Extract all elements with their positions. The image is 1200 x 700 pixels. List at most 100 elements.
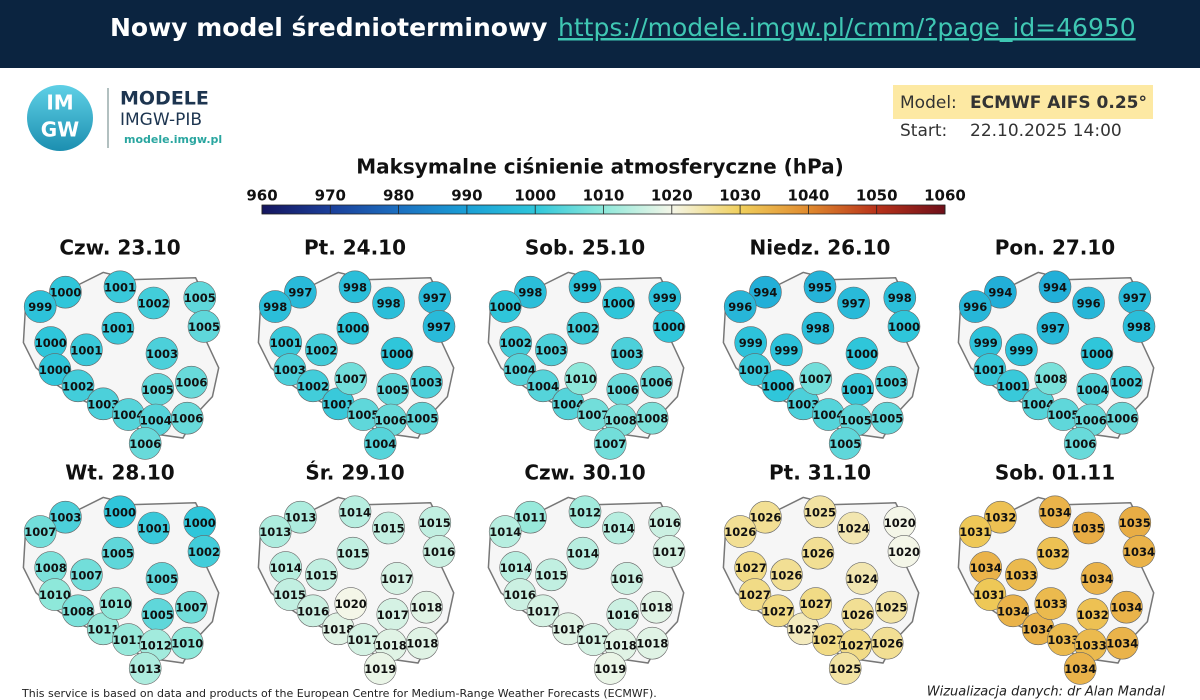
station-value: 1025 [829,662,861,676]
station-marker [284,500,317,534]
logo-site: modele.imgw.pl [124,133,222,146]
station-value: 1034 [1039,505,1071,519]
station-marker [1110,590,1143,624]
station-marker [49,500,82,534]
station-value: 1015 [373,522,405,536]
station-marker [803,495,837,529]
station-value: 1002 [305,343,337,357]
station-value: 1025 [804,505,836,519]
footer-author: Wizualizacja danych: dr Alan Mandal [927,685,1166,700]
station-marker [488,515,522,548]
station-value: 998 [263,300,287,314]
station-marker [296,369,330,403]
station-value: 1010 [171,637,203,651]
station-value: 1015 [305,568,337,582]
station-value: 1000 [653,320,685,334]
station-value: 1002 [62,379,94,393]
station-value: 1027 [739,588,771,602]
station-value: 1027 [840,639,872,653]
station-value: 1023 [787,622,819,636]
map-title: Czw. 23.10 [59,236,180,260]
map-title: Czw. 30.10 [524,461,645,485]
station-marker [1005,558,1038,592]
station-marker [870,401,904,435]
station-marker [837,286,870,320]
station-marker [761,369,795,403]
station-marker [338,495,372,529]
colorbar-tick-label: 1020 [651,187,693,205]
station-value: 994 [753,286,777,300]
station-marker [70,558,103,592]
station-value: 1003 [410,376,442,390]
station-marker [137,286,170,320]
station-value: 1035 [1119,516,1151,530]
station-marker [973,578,1007,611]
station-value: 999 [974,336,998,350]
station-value: 999 [1009,343,1033,357]
station-value: 1020 [888,545,920,559]
station-value: 1005 [871,412,903,426]
station-value: 997 [1123,291,1147,305]
station-marker [170,401,204,435]
station-marker [770,333,803,367]
logo-mark: GW [41,118,79,142]
station-marker [70,333,103,367]
station-value: 1033 [1035,597,1067,611]
station-value: 1005 [377,383,409,397]
station-value: 1018 [375,639,407,653]
station-marker [363,427,397,460]
station-marker [1080,562,1114,595]
colorbar-tick-label: 960 [246,187,277,205]
station-value: 1015 [419,516,451,530]
colorbar-tick-label: 970 [315,187,346,205]
station-value: 1000 [489,300,521,314]
station-value: 1004 [1077,383,1109,397]
station-value: 997 [427,320,451,334]
station-value: 997 [288,286,312,300]
banner-link[interactable]: https://modele.imgw.pl/cmm/?page_id=4695… [558,13,1136,42]
station-value: 1034 [1123,545,1155,559]
map-title: Pt. 24.10 [304,236,406,260]
station-marker [1038,270,1072,304]
station-value: 1002 [500,336,532,350]
station-value: 1002 [567,322,599,336]
station-value: 1026 [724,525,756,539]
station-marker [363,652,397,685]
station-marker [410,590,443,624]
station-marker [875,590,908,624]
start-label: Start: [900,121,947,141]
station-marker [723,515,757,548]
station-marker [887,535,921,568]
station-marker [996,594,1030,628]
station-value: 1007 [24,525,56,539]
station-marker [372,286,405,320]
station-marker [23,290,57,323]
station-value: 1000 [337,322,369,336]
station-value: 1034 [970,561,1002,575]
station-value: 1034 [1106,637,1138,651]
station-marker [845,337,879,370]
station-value: 999 [739,336,763,350]
station-value: 1001 [997,379,1029,393]
logo-badge [27,85,93,151]
logo-mark: IM [46,91,73,115]
station-value: 1007 [594,437,626,451]
station-value: 998 [518,286,542,300]
colorbar-tick-label: 980 [383,187,414,205]
station-value: 995 [808,280,832,294]
station-value: 1034 [1110,601,1142,615]
map-title: Sob. 25.10 [525,236,645,260]
station-marker [984,275,1017,309]
station-value: 1016 [611,572,643,586]
station-value: 1015 [337,547,369,561]
station-marker [1036,536,1070,570]
station-value: 997 [842,297,866,311]
station-marker [568,495,602,529]
station-marker [284,275,317,309]
station-value: 1014 [603,522,635,536]
station-value: 1004 [364,437,396,451]
station-value: 1018 [410,601,442,615]
station-value: 1013 [129,662,161,676]
station-value: 998 [1127,320,1151,334]
station-value: 1015 [274,588,306,602]
